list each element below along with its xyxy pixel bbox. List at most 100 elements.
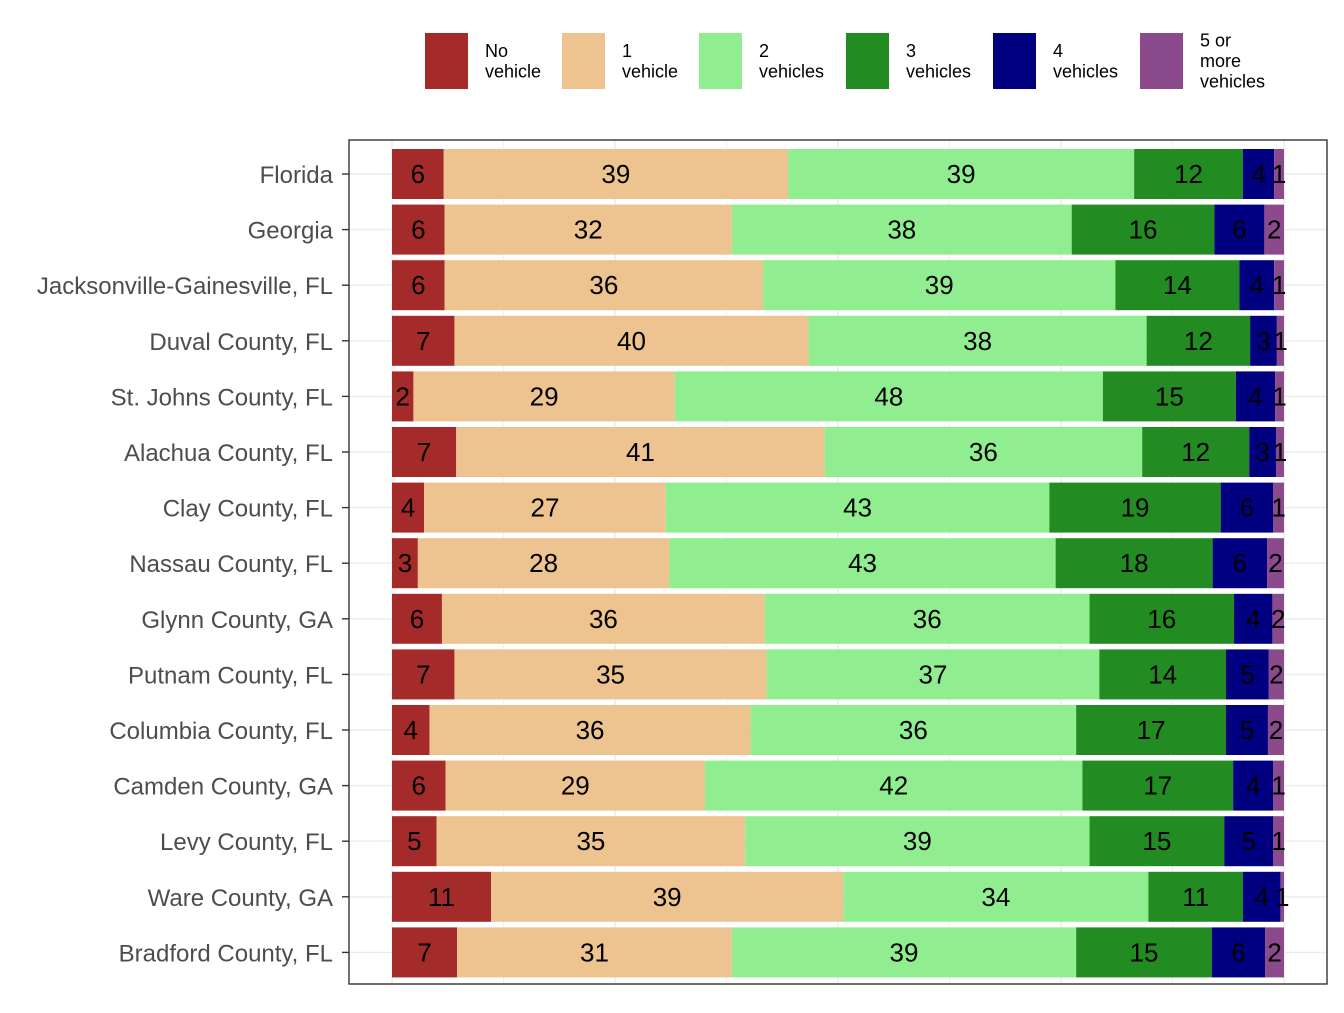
data-label: 28 bbox=[529, 548, 558, 578]
data-label: 1 bbox=[1272, 270, 1286, 300]
data-label: 4 bbox=[1246, 604, 1260, 634]
data-label: 6 bbox=[1240, 493, 1254, 523]
legend-label: vehicle bbox=[485, 61, 541, 81]
data-label: 41 bbox=[626, 437, 655, 467]
legend-label: 2 bbox=[759, 41, 769, 61]
bar-segment bbox=[1242, 149, 1275, 199]
legend-label: vehicle bbox=[622, 61, 678, 81]
data-label: 31 bbox=[580, 937, 609, 967]
legend-label: vehicles bbox=[759, 61, 824, 81]
data-label: 1 bbox=[1271, 493, 1285, 523]
bar-segment bbox=[764, 593, 1090, 644]
data-label: 2 bbox=[1267, 215, 1281, 245]
data-label: 36 bbox=[969, 437, 998, 467]
bar-segment bbox=[1212, 538, 1268, 589]
bar-segment bbox=[392, 649, 455, 700]
data-label: 4 bbox=[403, 715, 417, 745]
bar-segment bbox=[731, 204, 1072, 255]
y-tick-label: Bradford County, FL bbox=[119, 940, 333, 967]
bar-segment bbox=[1249, 427, 1276, 477]
y-tick-label: Columbia County, FL bbox=[109, 718, 333, 745]
y-tick-label: St. Johns County, FL bbox=[111, 384, 333, 411]
bar-segment bbox=[392, 260, 445, 311]
data-label: 2 bbox=[1268, 548, 1282, 578]
y-tick-label: Florida bbox=[260, 162, 334, 189]
bar-segment bbox=[1233, 760, 1274, 811]
bar-segment bbox=[750, 705, 1077, 755]
data-label: 15 bbox=[1129, 937, 1158, 967]
data-label: 5 bbox=[1242, 826, 1256, 856]
bar-segment bbox=[731, 927, 1077, 978]
bar-segment bbox=[669, 538, 1056, 589]
bar-segment bbox=[392, 816, 437, 867]
bar-segment bbox=[392, 927, 458, 978]
bar-segment bbox=[436, 816, 746, 867]
data-label: 29 bbox=[530, 381, 559, 411]
y-tick-label: Glynn County, GA bbox=[141, 607, 333, 634]
bar-segment bbox=[444, 260, 764, 311]
data-label: 15 bbox=[1155, 381, 1184, 411]
bar-segment bbox=[1089, 816, 1225, 867]
y-tick-label: Duval County, FL bbox=[149, 329, 333, 356]
bar-segment bbox=[1142, 427, 1250, 477]
y-axis-labels: Florida Georgia Jacksonville-Gainesville, … bbox=[37, 139, 1328, 985]
y-tick-label: Georgia bbox=[248, 218, 334, 245]
bar-segment bbox=[392, 204, 445, 255]
bar-segment bbox=[443, 149, 789, 199]
bar-segment bbox=[392, 315, 455, 366]
data-label: 39 bbox=[890, 937, 919, 967]
bar-segment bbox=[705, 760, 1083, 811]
data-label: 6 bbox=[1231, 937, 1245, 967]
data-label: 16 bbox=[1147, 604, 1176, 634]
bar-segment bbox=[1239, 260, 1275, 311]
legend-label: 4 bbox=[1053, 41, 1063, 61]
data-label: 1 bbox=[1273, 437, 1287, 467]
bar-segment bbox=[392, 371, 414, 422]
data-label: 39 bbox=[653, 882, 682, 912]
bar-segment bbox=[392, 482, 425, 533]
data-label: 39 bbox=[903, 826, 932, 856]
data-label: 6 bbox=[411, 215, 425, 245]
data-label: 2 bbox=[1271, 604, 1285, 634]
data-label: 39 bbox=[925, 270, 954, 300]
data-label: 6 bbox=[1233, 548, 1247, 578]
data-label: 34 bbox=[981, 882, 1010, 912]
bar-segment bbox=[824, 427, 1143, 477]
data-label: 36 bbox=[589, 270, 618, 300]
data-label: 17 bbox=[1137, 715, 1166, 745]
bar-segment bbox=[441, 593, 765, 644]
bar-segment bbox=[392, 593, 442, 644]
bar-segment bbox=[1226, 649, 1269, 700]
data-label: 35 bbox=[596, 659, 625, 689]
bar-segment bbox=[788, 149, 1135, 199]
data-label: 18 bbox=[1120, 548, 1149, 578]
bar-segment bbox=[1250, 315, 1277, 366]
data-label: 12 bbox=[1181, 437, 1210, 467]
data-label: 6 bbox=[411, 270, 425, 300]
bar-segment bbox=[1276, 315, 1284, 366]
bar-segment bbox=[1146, 315, 1251, 366]
bar-segment bbox=[763, 260, 1116, 311]
bar-segment bbox=[392, 538, 418, 589]
bar-segment bbox=[392, 149, 444, 199]
bar-segment bbox=[674, 371, 1103, 422]
bar-segment bbox=[1082, 760, 1234, 811]
data-label: 11 bbox=[1182, 882, 1209, 912]
data-label: 36 bbox=[913, 604, 942, 634]
y-tick-label: Putnam County, FL bbox=[128, 662, 333, 689]
data-label: 29 bbox=[561, 771, 590, 801]
bar-segment bbox=[1099, 649, 1227, 700]
data-label: 3 bbox=[1255, 437, 1269, 467]
bar-segment bbox=[1220, 482, 1274, 533]
bar-segment bbox=[1235, 371, 1276, 422]
data-label: 43 bbox=[843, 493, 872, 523]
data-label: 12 bbox=[1174, 159, 1203, 189]
legend-label: vehicles bbox=[906, 61, 971, 81]
data-label: 1 bbox=[1273, 326, 1287, 356]
data-label: 38 bbox=[963, 326, 992, 356]
data-label: 12 bbox=[1184, 326, 1213, 356]
y-tick-label: Levy County, FL bbox=[160, 829, 333, 856]
bar-segment bbox=[444, 204, 732, 255]
